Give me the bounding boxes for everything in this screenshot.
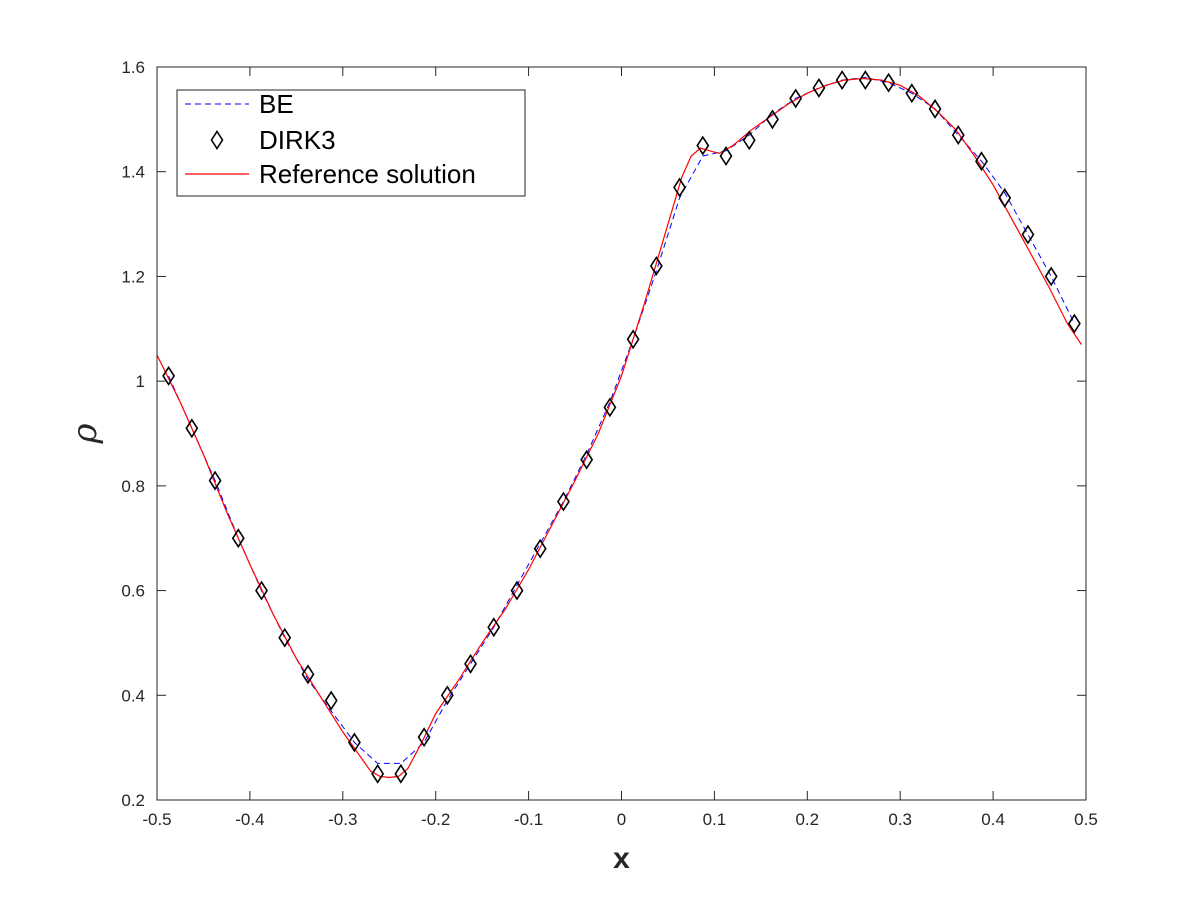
- series-point-dirk3: [487, 617, 501, 638]
- y-tick-label: 1.6: [121, 58, 145, 77]
- x-tick-label: -0.2: [421, 810, 450, 829]
- legend-box: [176, 89, 526, 197]
- series-point-dirk3: [255, 580, 268, 601]
- y-tick-label: 1.2: [121, 267, 145, 286]
- legend: BE DIRK3 Reference solution: [176, 89, 526, 197]
- series-point-dirk3: [556, 491, 570, 512]
- series-point-dirk3: [162, 365, 176, 386]
- x-tick-label: 0.5: [1074, 810, 1098, 829]
- series-point-dirk3: [951, 125, 965, 146]
- series-point-dirk3: [998, 187, 1012, 208]
- x-tick-label: 0.1: [703, 810, 727, 829]
- y-tick-label: 0.2: [121, 791, 145, 810]
- series-point-dirk3: [533, 538, 547, 559]
- series-point-dirk3: [440, 685, 454, 706]
- series-line-reference: [157, 77, 1082, 779]
- series-point-dirk3: [789, 88, 803, 109]
- series-point-dirk3: [1067, 313, 1081, 334]
- series-point-dirk3: [185, 418, 199, 439]
- series-point-dirk3: [905, 83, 919, 104]
- axes: -0.5 -0.4 -0.3 -0.2 -0.1 0 0.1 0.2 0.3 0.4 0.5 0.2 0…: [121, 58, 1097, 829]
- series-point-dirk3: [231, 528, 245, 549]
- series-point-dirk3: [1044, 266, 1058, 287]
- x-tick-label: 0: [617, 810, 626, 829]
- series-point-dirk3: [394, 763, 408, 784]
- series-point-dirk3: [324, 690, 338, 711]
- series-point-dirk3: [510, 580, 524, 601]
- series-point-dirk3: [858, 70, 872, 91]
- x-tick-label: 0.2: [795, 810, 819, 829]
- series-point-dirk3: [928, 98, 942, 119]
- series-point-dirk3: [417, 727, 431, 748]
- x-tick-label: 0.4: [981, 810, 1005, 829]
- series-point-dirk3: [696, 135, 710, 156]
- y-tick-label: 0.4: [121, 686, 145, 705]
- x-tick-label: -0.4: [235, 810, 264, 829]
- plot-area: [157, 70, 1082, 784]
- x-tick-label: -0.5: [142, 810, 171, 829]
- y-tick-label: 1.4: [121, 163, 145, 182]
- series-group: [157, 76, 1082, 779]
- x-tick-label: 0.3: [888, 810, 912, 829]
- series-point-dirk3: [882, 72, 896, 93]
- series-point-dirk3: [580, 449, 594, 470]
- series-point-dirk3: [603, 397, 617, 418]
- series-point-dirk3: [208, 470, 222, 491]
- y-tick-label: 1: [136, 372, 145, 391]
- y-tick-label: 0.8: [121, 477, 145, 496]
- series-point-dirk3: [975, 151, 988, 172]
- series-point-dirk3: [371, 763, 385, 784]
- series-point-dirk3: [835, 70, 849, 91]
- legend-label: BE: [259, 89, 294, 119]
- series-point-dirk3: [278, 627, 292, 648]
- series-point-dirk3: [464, 653, 477, 674]
- series-point-dirk3: [719, 146, 733, 166]
- series-point-dirk3: [742, 130, 756, 151]
- legend-label: DIRK3: [259, 125, 336, 155]
- y-axis-label: ρ: [65, 424, 105, 445]
- x-tick-label: -0.3: [328, 810, 357, 829]
- x-axis-label: x: [613, 842, 630, 875]
- series-point-dirk3: [1021, 224, 1035, 245]
- series-point-dirk3: [812, 77, 826, 98]
- series-point-dirk3: [301, 664, 315, 685]
- series-point-dirk3: [626, 329, 640, 350]
- legend-label: Reference solution: [259, 159, 476, 189]
- series-point-dirk3: [766, 109, 779, 130]
- series-point-dirk3: [649, 255, 663, 276]
- legend-swatch-dirk3: [210, 130, 224, 150]
- series-point-dirk3: [347, 732, 361, 753]
- x-tick-label: -0.1: [514, 810, 543, 829]
- series-point-dirk3: [673, 177, 687, 198]
- y-tick-label: 0.6: [121, 582, 145, 601]
